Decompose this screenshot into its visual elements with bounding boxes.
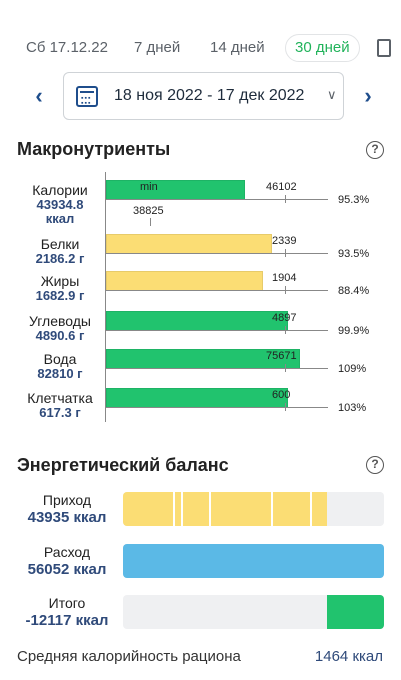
percent-label: 95.3% xyxy=(338,194,370,206)
percent-label: 93.5% xyxy=(338,248,370,260)
chevron-down-icon: ∨ xyxy=(327,87,337,102)
target-value-label: 4897 xyxy=(272,312,297,324)
macro-name: Клетчатка xyxy=(27,390,93,406)
min-tick xyxy=(150,218,151,226)
macro-value: 617.3 г xyxy=(39,405,81,420)
macro-bar xyxy=(106,311,288,331)
target-tick xyxy=(285,364,286,372)
macro-value: 4890.6 г xyxy=(35,328,85,343)
percent-label: 99.9% xyxy=(338,325,370,337)
macro-value: 82810 г xyxy=(37,366,83,381)
macros-title: Макронутриенты xyxy=(17,139,171,159)
target-value-label: 75671 xyxy=(266,350,297,362)
chart-axis xyxy=(105,172,106,422)
min-value-label: 38825 xyxy=(133,205,164,217)
macro-value: 2186.2 г xyxy=(35,251,85,266)
macro-name: Углеводы xyxy=(28,313,91,329)
avg-calories-label: Средняя калорийность рациона xyxy=(17,648,241,665)
macro-name: Белки xyxy=(40,236,80,252)
tab-14-days[interactable]: 14 дней xyxy=(210,39,265,56)
date-range-label: 18 ноя 2022 - 17 дек 2022 xyxy=(114,87,305,104)
energy-bar-fill xyxy=(123,544,384,578)
target-line xyxy=(106,330,328,331)
calendar-icon[interactable] xyxy=(377,39,391,57)
macro-bar xyxy=(106,234,272,254)
help-icon[interactable]: ? xyxy=(366,141,384,159)
tab-30-days[interactable]: 30 дней xyxy=(285,34,360,62)
avg-calories-value: 1464 ккал xyxy=(314,648,383,665)
energy-bar-track xyxy=(123,492,384,526)
energy-title: Энергетический баланс xyxy=(17,455,229,475)
chevron-right-icon[interactable]: › xyxy=(364,83,372,108)
target-tick xyxy=(285,403,286,411)
energy-row-value: 43935 ккал xyxy=(27,509,107,526)
macro-bar xyxy=(106,271,263,291)
energy-bar-track xyxy=(123,544,384,578)
percent-label: 109% xyxy=(338,363,367,375)
energy-bar-separator xyxy=(209,492,211,526)
energy-bar-separator xyxy=(181,492,183,526)
macro-bar xyxy=(106,180,245,200)
help-icon[interactable]: ? xyxy=(366,456,384,474)
energy-row-label: Расход xyxy=(43,544,91,560)
target-tick xyxy=(285,326,286,334)
percent-label: 88.4% xyxy=(338,285,370,297)
energy-bar-separator xyxy=(310,492,312,526)
target-line xyxy=(106,290,328,291)
energy-bar-track xyxy=(123,595,384,629)
macro-name: Жиры xyxy=(40,273,80,289)
energy-bar-fill xyxy=(327,595,384,629)
macro-value: 43934.8 ккал xyxy=(36,197,84,226)
energy-bar-separator xyxy=(173,492,175,526)
target-tick xyxy=(285,195,286,203)
target-line xyxy=(106,199,328,200)
tab-day[interactable]: Сб 17.12.22 xyxy=(26,39,108,56)
target-value-label: 2339 xyxy=(272,235,297,247)
period-tabs: Сб 17.12.22 7 дней 14 дней 30 дней xyxy=(0,34,401,62)
tab-7-days[interactable]: 7 дней xyxy=(134,39,181,56)
macro-name: Калории xyxy=(32,182,88,198)
target-value-label: 1904 xyxy=(272,272,297,284)
macro-bar xyxy=(106,388,288,408)
energy-row-label: Приход xyxy=(42,492,92,508)
date-range-selector[interactable]: ▪▪▪ ▪▪▪ 18 ноя 2022 - 17 дек 2022 ∨ xyxy=(63,72,344,120)
energy-row-label: Итого xyxy=(48,595,86,611)
macro-value: 1682.9 г xyxy=(35,288,85,303)
target-value-label: 46102 xyxy=(266,181,297,193)
energy-bar-fill xyxy=(123,492,327,526)
target-tick xyxy=(285,286,286,294)
target-line xyxy=(106,407,328,408)
energy-row-value: -12117 ккал xyxy=(25,612,109,629)
chevron-left-icon[interactable]: ‹ xyxy=(35,83,43,108)
energy-row-value: 56052 ккал xyxy=(27,561,107,578)
macro-name: Вода xyxy=(43,351,77,367)
min-label: min xyxy=(140,181,158,193)
percent-label: 103% xyxy=(338,402,367,414)
target-line xyxy=(106,253,328,254)
target-value-label: 600 xyxy=(272,389,291,401)
calendar-icon: ▪▪▪ ▪▪▪ xyxy=(76,86,98,107)
energy-bar-separator xyxy=(271,492,273,526)
target-tick xyxy=(285,249,286,257)
target-line xyxy=(106,368,328,369)
